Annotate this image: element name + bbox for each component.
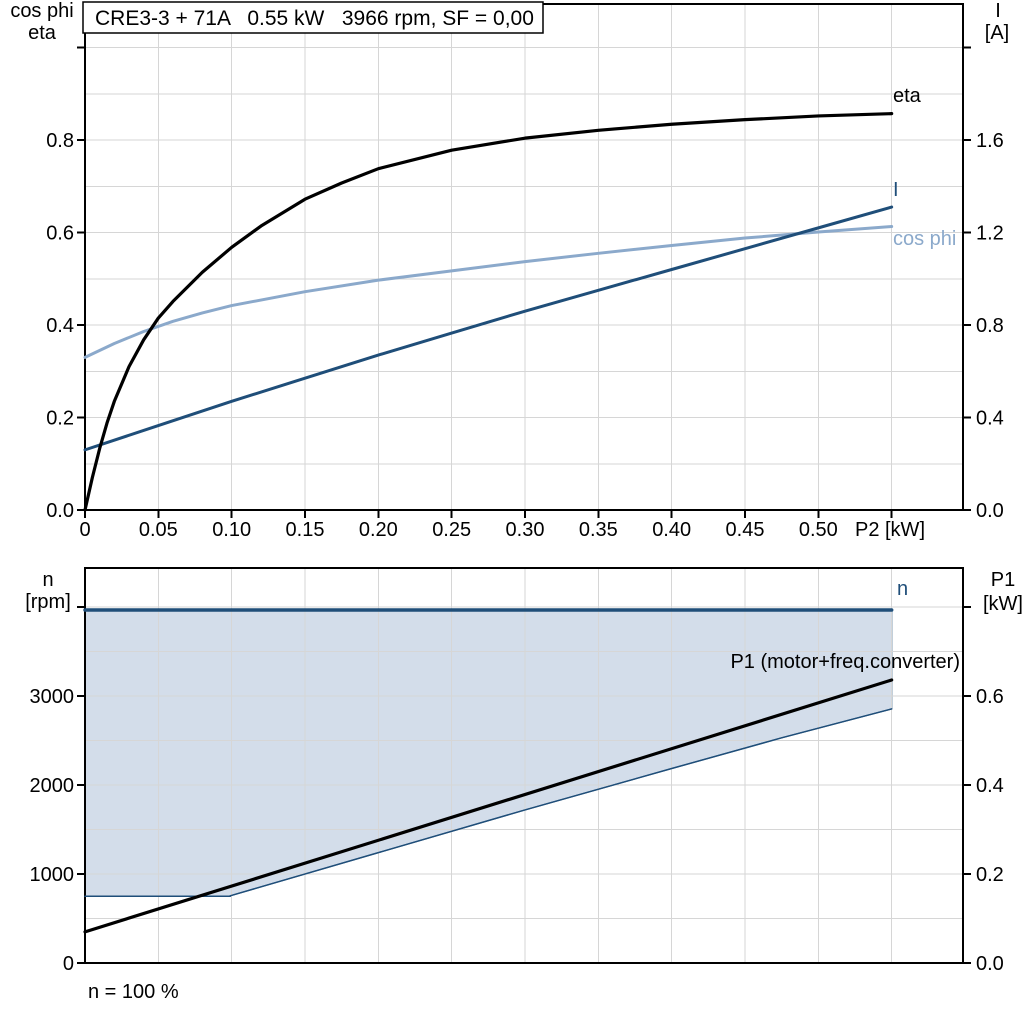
tick-label: 1000: [30, 864, 75, 886]
tick-label: 0.05: [139, 519, 178, 541]
tick-label: 0.45: [726, 519, 765, 541]
top-series: [83, 112, 894, 512]
tick-label: 0.30: [506, 519, 545, 541]
tick-label: 0.0: [46, 500, 74, 522]
x-axis-title: P2 [kW]: [855, 519, 925, 541]
footer-speed-percent: n = 100 %: [88, 981, 179, 1003]
curve-label-eta: eta: [893, 85, 922, 107]
tick-label: 0.20: [359, 519, 398, 541]
tick-label: 2000: [30, 775, 75, 797]
tick-label: 0.4: [976, 408, 1004, 430]
tick-label: 0.10: [212, 519, 251, 541]
tick-label: 0.4: [976, 775, 1004, 797]
top-right-axis-title-line1: I: [995, 0, 1001, 22]
tick-label: 0.15: [286, 519, 325, 541]
tick-label: 0.25: [432, 519, 471, 541]
tick-label: 1.2: [976, 223, 1004, 245]
top-left-axis-title-line1: cos phi: [10, 0, 73, 22]
tick-label: 1.6: [976, 130, 1004, 152]
tick-label: 0.2: [46, 408, 74, 430]
tick-label: 0.35: [579, 519, 618, 541]
tick-label: 0.0: [976, 500, 1004, 522]
top-chart: 0.0 0.2 0.4 0.6 0.8 0.0 0.4 0.8 1.2 1.6 0 0.05 0.10 0…: [46, 3, 1004, 541]
curve-label-cos-phi: cos phi: [893, 228, 956, 250]
series-current: [83, 205, 894, 452]
tick-label: 0.8: [976, 315, 1004, 337]
bottom-left-axis-title-line2: [rpm]: [25, 591, 71, 613]
top-plot-frame: [84, 3, 964, 511]
chart-title: CRE3-3 + 71A 0.55 kW 3966 rpm, SF = 0,00: [95, 7, 534, 30]
tick-label: 0.4: [46, 315, 74, 337]
tick-label: 0.40: [652, 519, 691, 541]
top-right-axis-title-line2: [A]: [985, 22, 1009, 44]
tick-label: 0.6: [976, 686, 1004, 708]
bottom-plot-frame: [84, 567, 964, 964]
series-eta: [83, 112, 894, 512]
top-ticks: 0.0 0.2 0.4 0.6 0.8 0.0 0.4 0.8 1.2 1.6 0 0.05 0.10 0…: [46, 46, 1004, 541]
series-p1: [83, 678, 894, 934]
tick-label: 0.6: [46, 223, 74, 245]
tick-label: 0: [63, 953, 74, 975]
tick-label: 0.8: [46, 130, 74, 152]
bottom-series: [83, 608, 894, 934]
curve-label-current: I: [893, 179, 899, 201]
top-left-axis-title-line2: eta: [28, 22, 57, 44]
tick-label: 0.2: [976, 864, 1004, 886]
tick-label: 0: [79, 519, 90, 541]
bottom-right-axis-title-line2: [kW]: [983, 593, 1023, 615]
bottom-chart: 0 1000 2000 3000 0.0 0.2 0.4 0.6: [30, 567, 1004, 975]
bottom-left-axis-title-line1: n: [42, 569, 53, 591]
tick-label: 0.50: [799, 519, 838, 541]
curve-label-p1: P1 (motor+freq.converter): [730, 651, 960, 673]
series-cos-phi: [83, 224, 894, 359]
title-box: [82, 1, 544, 34]
tick-label: 0.0: [976, 953, 1004, 975]
top-grid: [85, 4, 963, 510]
bottom-ticks: 0 1000 2000 3000 0.0 0.2 0.4 0.6: [30, 606, 1004, 975]
bottom-right-axis-title-line1: P1: [991, 569, 1015, 591]
series-p1-min: [229, 708, 893, 897]
tick-label: 3000: [30, 686, 75, 708]
bottom-grid: [85, 568, 963, 963]
curve-label-speed: n: [897, 578, 908, 600]
